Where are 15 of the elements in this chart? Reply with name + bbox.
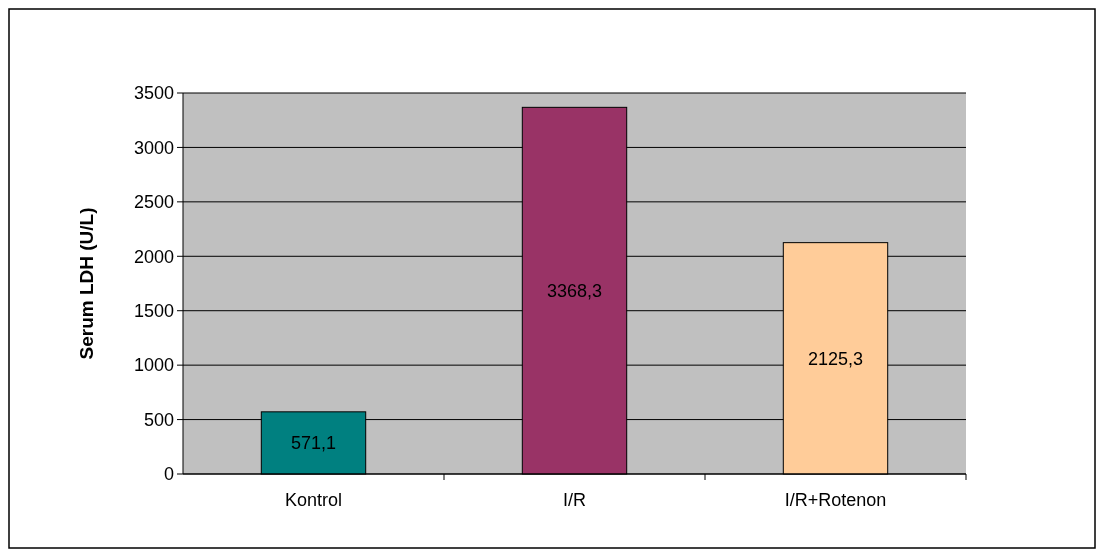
y-tick-label: 2000 xyxy=(133,246,174,267)
data-label: 2125,3 xyxy=(807,348,864,369)
data-label: 3368,3 xyxy=(546,280,603,301)
y-tick-label: 500 xyxy=(143,409,174,430)
y-tick-label: 1500 xyxy=(133,301,174,322)
y-tick-label: 2500 xyxy=(133,192,174,213)
y-tick-label: 3500 xyxy=(133,83,174,104)
x-tick-label: I/R xyxy=(562,490,587,510)
x-tick-label: Kontrol xyxy=(284,490,343,510)
y-axis-title: Serum LDH (U/L) xyxy=(76,207,97,360)
x-tick-label: I/R+Rotenon xyxy=(784,490,887,510)
y-tick-label: 3000 xyxy=(133,137,174,158)
y-tick-label: 1000 xyxy=(133,355,174,376)
data-label: 571,1 xyxy=(290,433,337,454)
y-tick-label: 0 xyxy=(163,464,174,485)
